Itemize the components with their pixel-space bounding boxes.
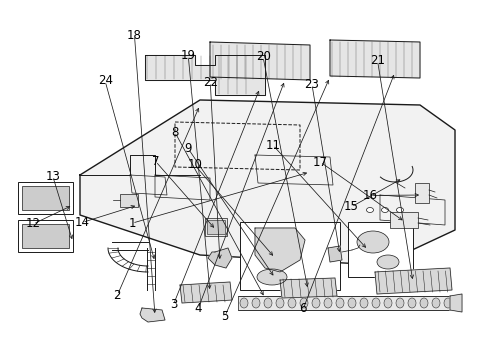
Text: 10: 10 [187,158,202,171]
Text: 15: 15 [343,201,358,213]
Ellipse shape [376,255,398,269]
Ellipse shape [396,207,403,212]
Bar [18,182,73,214]
Bar [22,186,69,210]
Text: 5: 5 [221,310,228,323]
Text: 6: 6 [299,302,306,315]
Bar [414,183,428,203]
Ellipse shape [240,298,247,308]
Polygon shape [280,278,336,298]
Bar [18,220,73,252]
Polygon shape [329,40,419,78]
Ellipse shape [381,207,387,212]
Polygon shape [180,282,231,303]
Ellipse shape [335,298,343,308]
Text: 4: 4 [194,302,202,315]
Polygon shape [209,42,309,80]
Text: 20: 20 [255,50,270,63]
Text: 12: 12 [26,217,41,230]
Text: 9: 9 [184,142,192,155]
Text: 22: 22 [203,76,217,89]
Text: 2: 2 [113,289,121,302]
Polygon shape [374,268,451,294]
Text: 7: 7 [151,155,159,168]
Ellipse shape [359,298,367,308]
Bar [389,212,417,228]
Bar [22,224,69,248]
Text: 18: 18 [127,29,142,42]
Text: 21: 21 [369,54,384,67]
Ellipse shape [419,298,427,308]
Ellipse shape [287,298,295,308]
Bar [206,220,224,234]
Ellipse shape [347,298,355,308]
Ellipse shape [371,298,379,308]
Text: 11: 11 [265,139,280,152]
Ellipse shape [383,298,391,308]
Polygon shape [254,228,305,272]
Bar [120,194,138,207]
Text: 8: 8 [171,126,179,139]
Ellipse shape [395,298,403,308]
Bar [204,218,226,236]
Text: 1: 1 [128,217,136,230]
Ellipse shape [251,298,260,308]
Text: 17: 17 [312,156,327,168]
Ellipse shape [324,298,331,308]
Ellipse shape [431,298,439,308]
Polygon shape [145,55,264,95]
Bar [240,222,339,290]
Polygon shape [449,294,461,312]
Ellipse shape [443,298,451,308]
Ellipse shape [311,298,319,308]
Polygon shape [140,308,164,322]
Bar [238,296,449,310]
Ellipse shape [366,207,373,212]
Text: 19: 19 [181,49,195,62]
Polygon shape [207,248,231,268]
Text: 24: 24 [98,75,112,87]
Polygon shape [327,246,341,262]
Ellipse shape [299,298,307,308]
Ellipse shape [356,231,388,253]
Ellipse shape [275,298,284,308]
Polygon shape [80,100,454,265]
Text: 13: 13 [45,170,60,183]
Ellipse shape [264,298,271,308]
Text: 23: 23 [304,78,319,91]
Ellipse shape [257,269,286,285]
Text: 3: 3 [169,298,177,311]
Bar [347,222,412,277]
Text: 14: 14 [75,216,89,229]
Text: 16: 16 [363,189,377,202]
Ellipse shape [407,298,415,308]
